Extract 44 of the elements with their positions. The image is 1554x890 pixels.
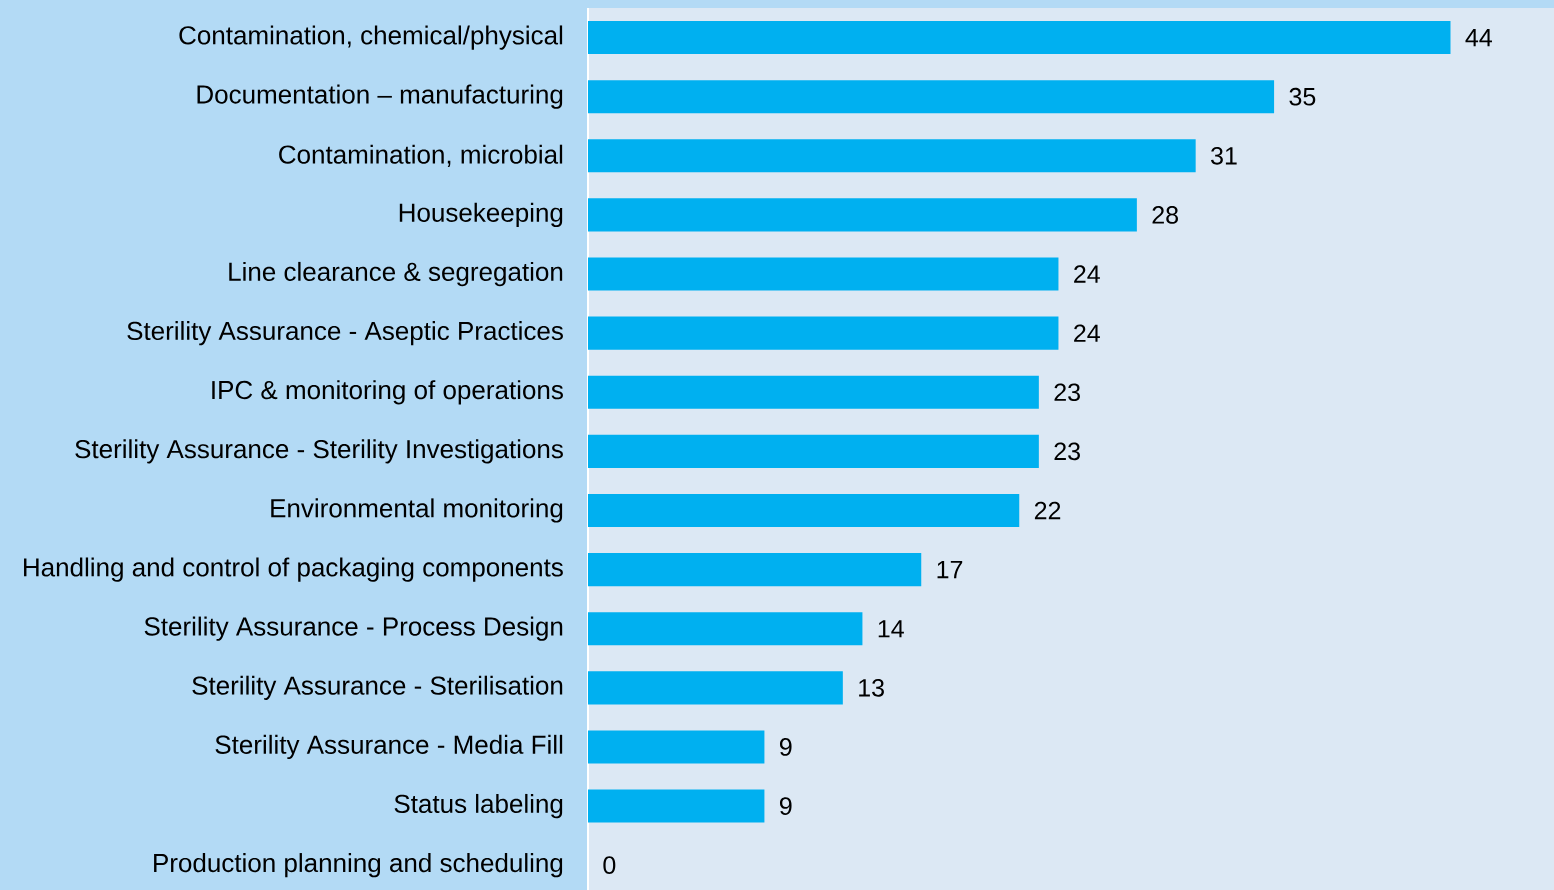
data-label: 14 bbox=[878, 620, 904, 638]
data-label: 24 bbox=[1074, 324, 1100, 342]
data-label: 17 bbox=[937, 561, 963, 579]
bar bbox=[588, 257, 1059, 291]
y-tick-label: Line clearance & segregation bbox=[229, 261, 563, 287]
y-tick-label: Sterility Assurance - Media Fill bbox=[215, 734, 563, 760]
data-label: 44 bbox=[1465, 28, 1492, 47]
bar bbox=[588, 198, 1137, 232]
y-tick-label: Contamination, microbial bbox=[279, 144, 563, 167]
bar bbox=[588, 493, 1020, 528]
y-tick-label: Environmental monitoring bbox=[271, 498, 563, 523]
data-label: 31 bbox=[1211, 146, 1237, 165]
data-label: 22 bbox=[1034, 501, 1061, 520]
y-tick-label: Handling and control of packaging components bbox=[24, 557, 563, 582]
bar bbox=[588, 375, 1039, 409]
y-tick-label: Sterility Assurance - Aseptic Practices bbox=[127, 321, 563, 346]
y-tick-label: Status labeling bbox=[394, 793, 563, 819]
bar bbox=[588, 316, 1059, 350]
y-tick-label: Production planning and scheduling bbox=[154, 853, 563, 878]
bar bbox=[588, 139, 1196, 173]
bar bbox=[588, 671, 843, 705]
y-tick-label: Sterility Assurance - Process Design bbox=[144, 616, 563, 641]
bar bbox=[588, 434, 1039, 468]
data-label: 9 bbox=[779, 797, 792, 815]
bar bbox=[588, 80, 1275, 114]
y-tick-label: Contamination, chemical/physical bbox=[179, 25, 563, 50]
y-tick-label: Sterility Assurance - Sterility Investigations bbox=[75, 439, 563, 464]
bar bbox=[588, 553, 922, 587]
data-label: 35 bbox=[1289, 87, 1316, 106]
y-tick-label: Sterility Assurance - Sterilisation bbox=[192, 675, 563, 700]
bar bbox=[588, 21, 1451, 55]
data-label: 23 bbox=[1054, 383, 1080, 402]
data-label: 24 bbox=[1074, 265, 1100, 283]
data-label: 13 bbox=[859, 679, 884, 697]
data-label: 9 bbox=[779, 738, 792, 756]
bar bbox=[588, 789, 765, 823]
bar bbox=[588, 612, 863, 646]
bar bbox=[588, 730, 765, 764]
y-tick-label: IPC & monitoring of operations bbox=[212, 380, 563, 405]
y-tick-label: Housekeeping bbox=[399, 202, 563, 228]
data-label: 23 bbox=[1054, 442, 1080, 461]
data-label: 28 bbox=[1152, 206, 1178, 224]
y-tick-label: Documentation – manufacturing bbox=[197, 84, 563, 109]
data-label: 0 bbox=[603, 856, 616, 875]
